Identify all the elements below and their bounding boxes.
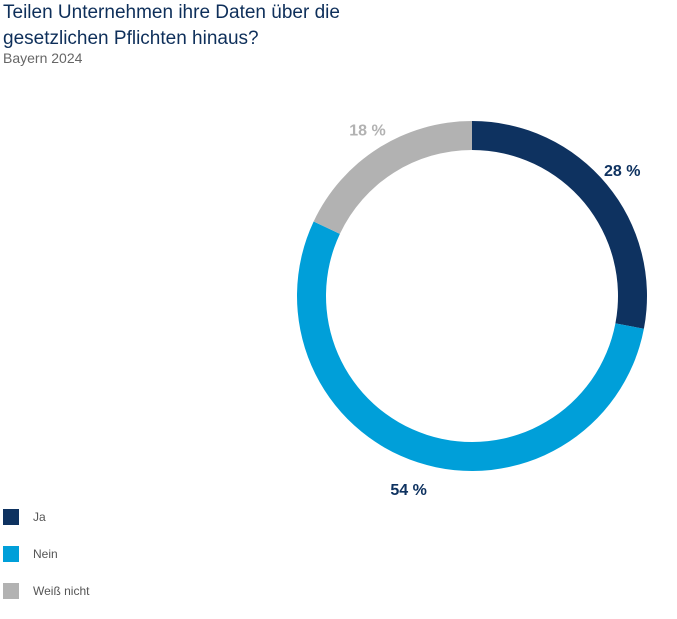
slice-ja (472, 121, 647, 329)
legend-label-nein: Nein (33, 547, 58, 561)
data-label-ja: 28 % (604, 163, 640, 180)
slice-nein (296, 221, 644, 472)
legend-label-weiss-nicht: Weiß nicht (33, 584, 90, 598)
legend-swatch-weiss-nicht (3, 583, 19, 599)
data-label-weiss-nicht: 18 % (349, 123, 385, 140)
data-label-nein: 54 % (390, 482, 426, 499)
chart-title: Teilen Unternehmen ihre Daten über die g… (3, 2, 340, 49)
legend-item-ja: Ja (3, 508, 89, 526)
donut-chart: 28 % 54 % 18 % (296, 121, 647, 499)
legend-swatch-ja (3, 509, 19, 525)
slice-weiss-nicht (313, 121, 472, 234)
chart-subtitle: Bayern 2024 (3, 50, 83, 66)
legend-item-nein: Nein (3, 545, 89, 563)
legend: Ja Nein Weiß nicht (3, 508, 89, 619)
legend-item-weiss-nicht: Weiß nicht (3, 582, 89, 600)
legend-label-ja: Ja (33, 510, 46, 524)
legend-swatch-nein (3, 546, 19, 562)
